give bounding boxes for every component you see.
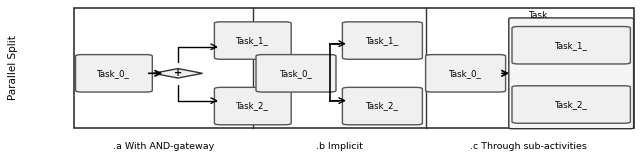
Text: Task_0_: Task_0_	[280, 69, 312, 78]
Text: Task: Task	[528, 11, 547, 20]
Text: .c Through sub-activities: .c Through sub-activities	[470, 142, 586, 151]
FancyBboxPatch shape	[342, 22, 422, 59]
FancyBboxPatch shape	[512, 86, 630, 123]
Text: .b Implicit: .b Implicit	[316, 142, 363, 151]
Text: Task_2_: Task_2_	[236, 102, 269, 111]
FancyBboxPatch shape	[426, 55, 506, 92]
FancyBboxPatch shape	[509, 18, 634, 129]
Text: .a With AND-gateway: .a With AND-gateway	[113, 142, 214, 151]
Text: Task_2_: Task_2_	[555, 100, 588, 109]
FancyBboxPatch shape	[76, 55, 152, 92]
Polygon shape	[154, 69, 202, 78]
Text: Task_0_: Task_0_	[97, 69, 131, 78]
FancyBboxPatch shape	[256, 55, 336, 92]
FancyBboxPatch shape	[74, 8, 634, 128]
Text: +: +	[174, 68, 182, 78]
Text: Parallel Split: Parallel Split	[8, 35, 18, 100]
FancyBboxPatch shape	[342, 87, 422, 125]
FancyBboxPatch shape	[512, 27, 630, 64]
Text: Task_2_: Task_2_	[366, 102, 399, 111]
Text: Task_1_: Task_1_	[555, 41, 588, 50]
FancyBboxPatch shape	[214, 22, 291, 59]
FancyBboxPatch shape	[214, 87, 291, 125]
Text: Task_1_: Task_1_	[366, 36, 399, 45]
Text: Task_0_: Task_0_	[449, 69, 482, 78]
Text: Task_1_: Task_1_	[236, 36, 269, 45]
